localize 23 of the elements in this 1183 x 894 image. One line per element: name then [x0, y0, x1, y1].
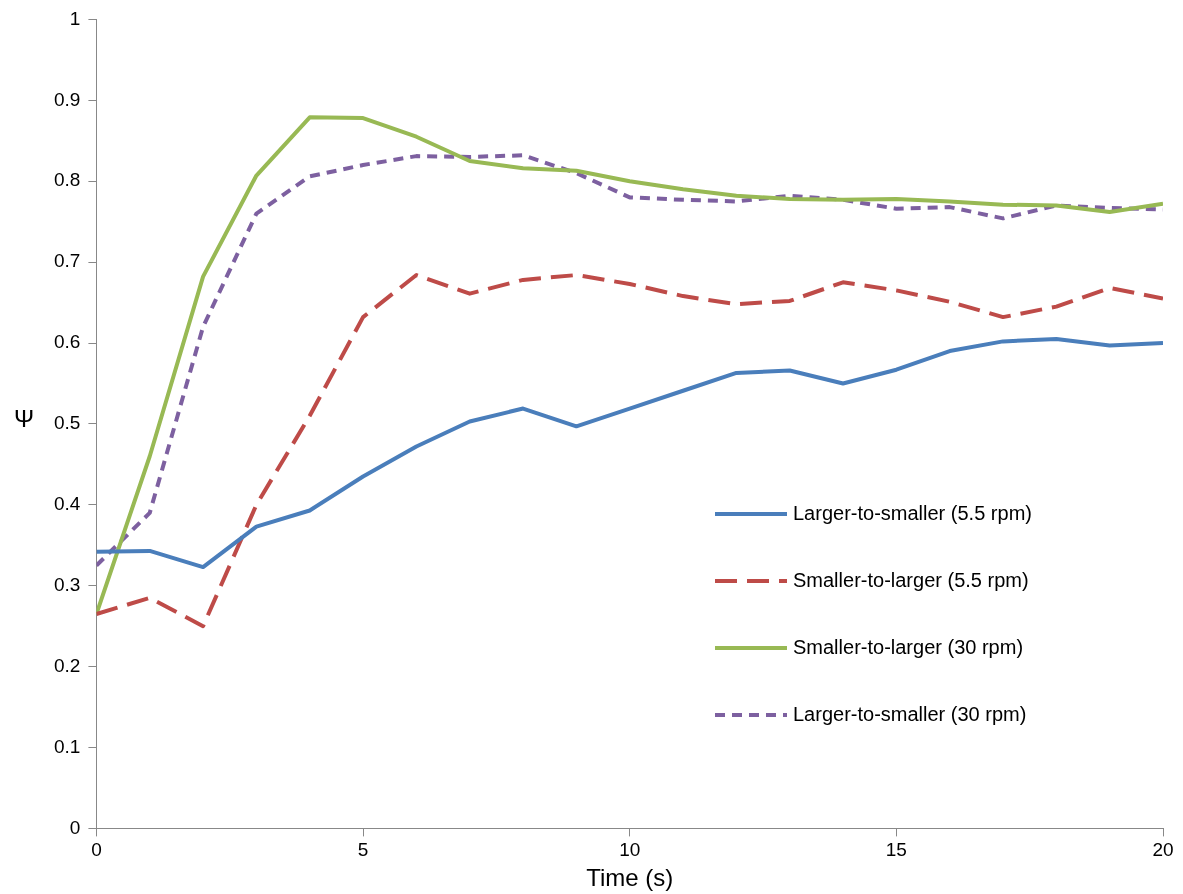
legend-label: Smaller-to-larger (30 rpm) — [793, 636, 1024, 659]
y-tick-label: 0.4 — [53, 493, 81, 515]
line-series — [96, 273, 1163, 629]
legend-label: Smaller-to-larger (5.5 rpm) — [793, 569, 1029, 592]
x-tick-label: 10 — [619, 839, 641, 861]
x-tick-label: 20 — [1152, 839, 1174, 861]
y-tick-label: 1 — [69, 7, 81, 29]
y-tick-label: 0.5 — [53, 412, 81, 434]
x-axis-title: Time (s) — [586, 864, 674, 892]
y-tick-label: 0 — [69, 816, 81, 838]
y-tick-label: 0.6 — [53, 331, 81, 353]
y-tick-label: 0.7 — [53, 250, 81, 272]
y-tick-label: 0.8 — [53, 169, 81, 191]
x-tick-label: 0 — [91, 839, 102, 861]
y-axis-title: Ψ — [14, 405, 35, 433]
legend-label: Larger-to-smaller (30 rpm) — [793, 703, 1027, 726]
x-tick-label: 15 — [885, 839, 907, 861]
legend-label: Larger-to-smaller (5.5 rpm) — [793, 502, 1032, 525]
y-tick-label: 0.2 — [53, 654, 81, 676]
y-tick-label: 0.3 — [53, 573, 81, 595]
y-tick-label: 0.9 — [53, 88, 81, 110]
y-tick-label: 0.1 — [53, 735, 81, 757]
x-tick-label: 5 — [357, 839, 369, 861]
